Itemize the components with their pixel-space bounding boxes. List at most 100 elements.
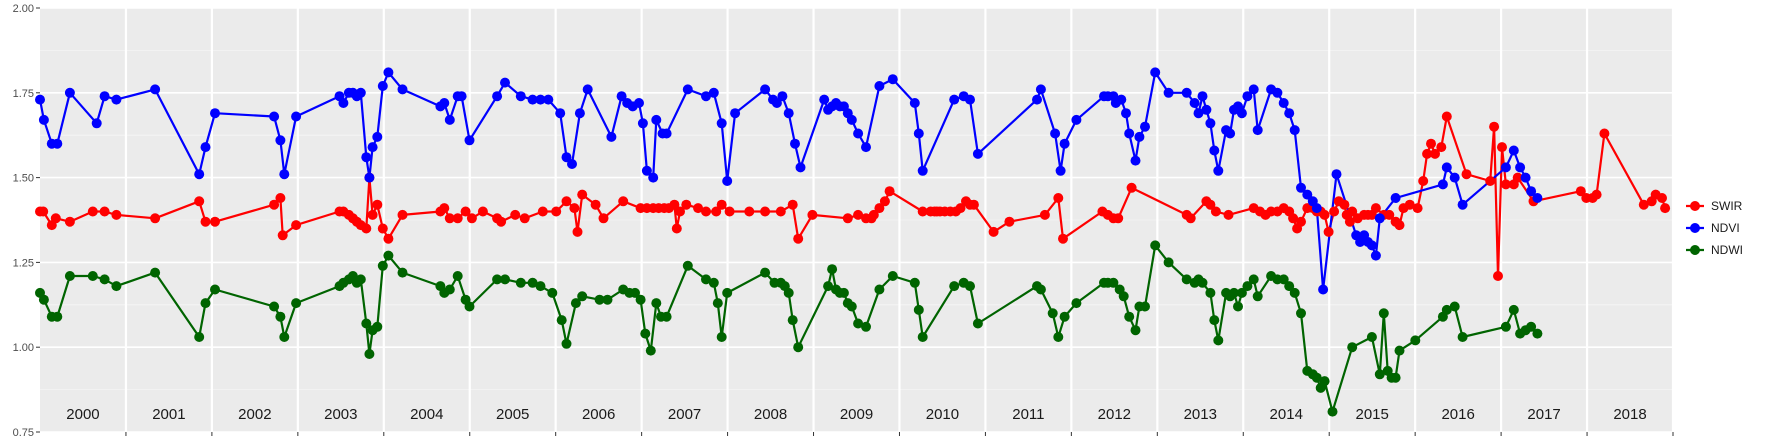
ndvi-point xyxy=(1331,169,1342,180)
ndvi-point xyxy=(355,87,366,98)
ndwi-point xyxy=(99,274,110,285)
ndwi-point xyxy=(1140,301,1150,312)
ndwi-point xyxy=(1284,281,1295,292)
ndvi-point xyxy=(1193,108,1204,119)
ndvi-point xyxy=(1437,179,1448,190)
year-label-2007: 2007 xyxy=(668,406,701,423)
ndwi-point xyxy=(1118,291,1129,302)
swir-point xyxy=(194,196,205,207)
legend-key-point xyxy=(1690,223,1700,233)
ndvi-point xyxy=(861,142,871,153)
year-label-2015: 2015 xyxy=(1355,406,1388,423)
swir-point xyxy=(1660,203,1671,214)
ndvi-point xyxy=(397,84,408,95)
ndvi-point xyxy=(1071,114,1082,125)
swir-point xyxy=(466,213,477,224)
y-tick-label: 0.75 xyxy=(13,427,34,439)
ndwi-point xyxy=(1441,304,1452,315)
swir-point xyxy=(1296,216,1306,227)
ndvi-point xyxy=(52,138,63,149)
ndwi-point xyxy=(1059,311,1070,322)
swir-point xyxy=(917,206,928,217)
ndvi-point xyxy=(99,91,110,102)
ndvi-point xyxy=(291,111,302,122)
ndwi-point xyxy=(1124,311,1135,322)
swir-point xyxy=(1113,213,1124,224)
swir-point xyxy=(590,199,601,210)
swir-point xyxy=(1288,213,1299,224)
swir-point xyxy=(807,209,818,220)
ndwi-point xyxy=(577,291,588,302)
ndwi-point xyxy=(547,287,558,298)
ndwi-point xyxy=(1209,315,1220,326)
swir-point xyxy=(1485,176,1496,186)
year-label-2013: 2013 xyxy=(1184,406,1217,423)
ndwi-point xyxy=(1213,335,1224,346)
swir-point xyxy=(277,230,288,241)
ndvi-point xyxy=(1441,162,1452,173)
year-label-2014: 2014 xyxy=(1270,406,1303,423)
ndvi-point xyxy=(200,142,211,153)
ndvi-point xyxy=(1500,162,1511,173)
swir-point xyxy=(1422,148,1433,159)
ndwi-point xyxy=(1526,321,1537,332)
swir-point xyxy=(111,209,122,220)
ndwi-point xyxy=(949,281,960,292)
ndvi-point xyxy=(790,138,800,149)
ndvi-point xyxy=(1252,125,1263,136)
swir-point xyxy=(1039,209,1050,220)
ndvi-point xyxy=(1050,128,1061,139)
ndvi-point xyxy=(35,94,45,105)
ndvi-point xyxy=(708,87,719,98)
swir-point xyxy=(671,223,682,234)
ndvi-point xyxy=(1532,193,1543,203)
swir-point xyxy=(444,213,455,224)
ndwi-point xyxy=(909,277,920,288)
ndwi-point xyxy=(535,281,546,292)
ndvi-point xyxy=(582,84,593,95)
swir-point xyxy=(701,206,711,217)
ndvi-point xyxy=(269,111,280,122)
swir-point xyxy=(577,189,588,200)
swir-point xyxy=(569,203,580,214)
swir-point xyxy=(693,203,704,214)
swir-point xyxy=(496,216,507,227)
ndvi-point xyxy=(771,98,782,108)
ndvi-point xyxy=(361,152,372,163)
ndvi-point xyxy=(574,108,585,119)
ndwi-point xyxy=(1296,308,1306,319)
ndvi-point xyxy=(111,94,122,105)
ndwi-point xyxy=(527,277,538,288)
ndvi-point xyxy=(1242,91,1253,102)
ndvi-point xyxy=(1390,193,1401,203)
ndwi-point xyxy=(111,281,122,292)
ndwi-point xyxy=(965,281,975,292)
ndvi-point xyxy=(1130,155,1141,166)
year-label-2001: 2001 xyxy=(152,406,185,423)
ndwi-point xyxy=(1394,345,1405,356)
ndvi-point xyxy=(641,165,652,176)
ndwi-point xyxy=(1248,274,1259,285)
ndwi-point xyxy=(1071,298,1082,309)
ndvi-point xyxy=(194,169,205,180)
legend-label: SWIR xyxy=(1711,199,1743,213)
ndvi-point xyxy=(1209,145,1220,156)
swir-point xyxy=(675,206,685,217)
ndvi-point xyxy=(535,94,546,105)
ndvi-point xyxy=(64,87,75,98)
swir-point xyxy=(1412,203,1423,214)
swir-point xyxy=(275,193,286,203)
ndvi-point xyxy=(444,114,455,125)
ndwi-point xyxy=(275,311,286,322)
ndvi-point xyxy=(637,118,648,129)
ndvi-point xyxy=(1201,104,1212,115)
ndvi-point xyxy=(1163,87,1174,98)
ndwi-point xyxy=(635,294,646,305)
ndvi-point xyxy=(561,152,572,163)
swir-point xyxy=(681,199,692,210)
swir-point xyxy=(372,199,383,210)
ndwi-point xyxy=(361,318,372,329)
swir-point xyxy=(200,216,211,227)
ndwi-point xyxy=(594,294,605,305)
ndvi-point xyxy=(853,128,864,139)
